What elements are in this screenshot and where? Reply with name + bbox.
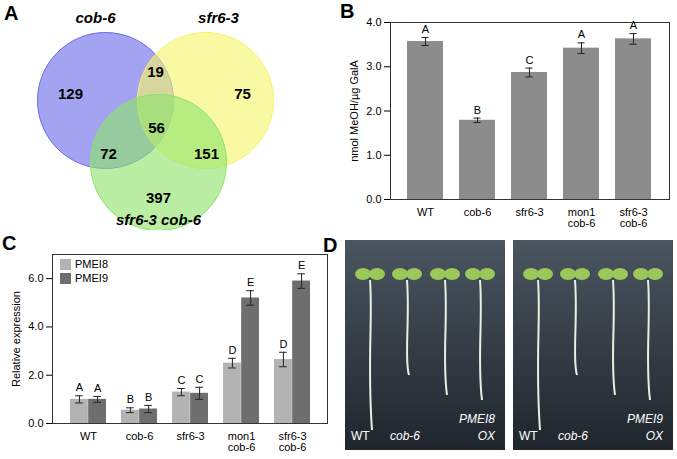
svg-text:6.0: 6.0 — [28, 272, 43, 284]
svg-text:19: 19 — [147, 63, 164, 80]
svg-text:A: A — [422, 23, 430, 35]
svg-text:C: C — [526, 54, 534, 66]
svg-text:B: B — [145, 391, 152, 403]
html-text:A: A — [4, 2, 19, 24]
svg-text:75: 75 — [234, 85, 251, 102]
svg-text:OX: OX — [478, 429, 496, 443]
html-text:B: B — [340, 0, 355, 22]
svg-text:sfr6-3 cob-6: sfr6-3 cob-6 — [116, 211, 202, 228]
svg-text:D: D — [279, 338, 287, 350]
svg-text:1.0: 1.0 — [366, 149, 381, 161]
svg-text:3.0: 3.0 — [366, 60, 381, 72]
svg-text:129: 129 — [58, 85, 83, 102]
svg-text:2.0: 2.0 — [366, 105, 381, 117]
svg-text:sfr6-3cob-6: sfr6-3cob-6 — [619, 206, 647, 229]
svg-text:sfr6-3: sfr6-3 — [198, 9, 240, 26]
svg-text:A: A — [94, 382, 102, 394]
svg-text:Relative expression: Relative expression — [10, 291, 22, 387]
svg-text:PMEI8: PMEI8 — [459, 412, 495, 426]
svg-text:E: E — [247, 276, 254, 288]
svg-text:56: 56 — [148, 119, 165, 136]
svg-text:sfr6-3cob-6: sfr6-3cob-6 — [278, 430, 306, 453]
svg-text:WT: WT — [351, 429, 370, 443]
svg-text:C: C — [177, 374, 185, 386]
svg-text:OX: OX — [646, 429, 664, 443]
svg-text:2.0: 2.0 — [28, 369, 43, 381]
svg-text:B: B — [127, 393, 134, 405]
svg-text:397: 397 — [146, 189, 171, 206]
html-text:D: D — [323, 234, 338, 256]
svg-text:0.0: 0.0 — [366, 193, 381, 205]
svg-text:mon1cob-6: mon1cob-6 — [568, 206, 596, 229]
html-text:PMEI8: PMEI8 — [75, 258, 108, 270]
svg-text:A: A — [76, 381, 84, 393]
html-text:C: C — [2, 232, 17, 254]
svg-text:C: C — [196, 373, 204, 385]
svg-text:4.0: 4.0 — [366, 16, 381, 28]
svg-text:151: 151 — [194, 145, 219, 162]
svg-text:cob-6: cob-6 — [558, 429, 588, 443]
svg-text:A: A — [578, 28, 586, 40]
svg-text:WT: WT — [80, 430, 97, 442]
svg-text:A: A — [630, 19, 638, 31]
svg-text:0.0: 0.0 — [28, 417, 43, 429]
svg-text:cob-6: cob-6 — [75, 9, 116, 26]
svg-text:WT: WT — [417, 206, 434, 218]
svg-text:E: E — [298, 259, 305, 271]
svg-text:sfr6-3: sfr6-3 — [515, 206, 543, 218]
svg-text:sfr6-3: sfr6-3 — [176, 430, 204, 442]
svg-text:B: B — [474, 104, 481, 116]
html-text:PMEI9: PMEI9 — [75, 272, 108, 284]
svg-text:nmol MeOH/µg GalA: nmol MeOH/µg GalA — [348, 59, 360, 161]
svg-text:4.0: 4.0 — [28, 320, 43, 332]
svg-text:WT: WT — [519, 429, 538, 443]
svg-text:PMEI9: PMEI9 — [627, 412, 663, 426]
svg-text:cob-6: cob-6 — [126, 430, 154, 442]
svg-text:72: 72 — [100, 145, 117, 162]
svg-text:D: D — [228, 344, 236, 356]
svg-text:mon1cob-6: mon1cob-6 — [228, 430, 256, 453]
svg-text:cob-6: cob-6 — [464, 206, 492, 218]
svg-text:cob-6: cob-6 — [390, 429, 420, 443]
